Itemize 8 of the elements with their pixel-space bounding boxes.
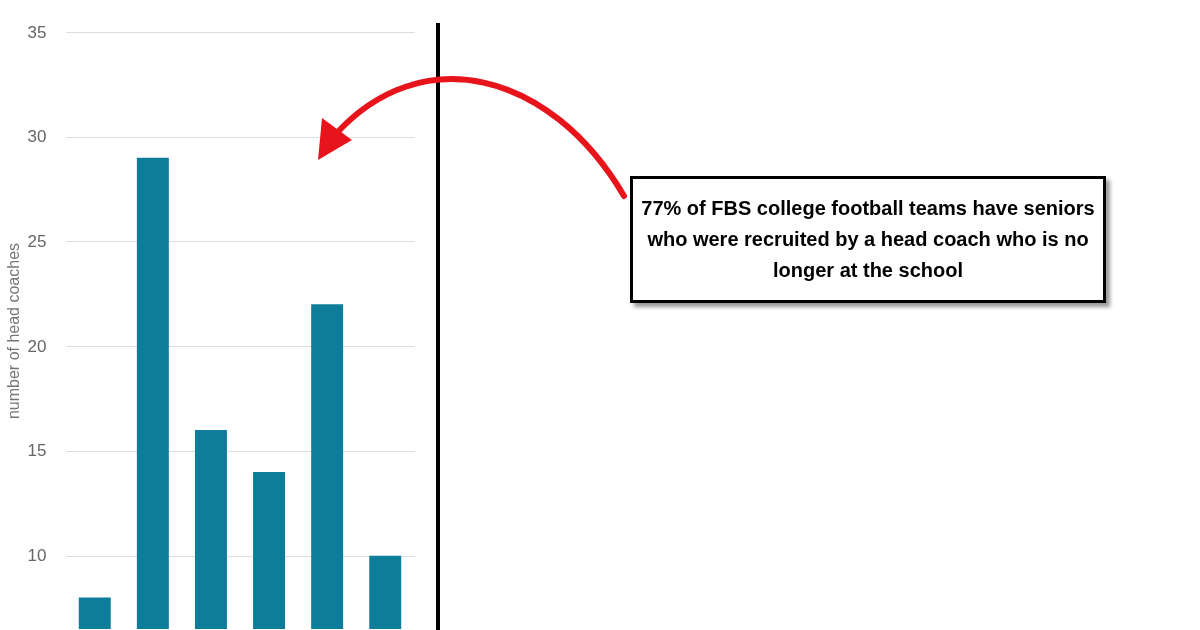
y-tick-label: 10: [27, 546, 47, 566]
y-axis-title: number of head coaches: [4, 242, 22, 420]
y-tick-label: 30: [27, 127, 47, 147]
y-tick-label: 25: [27, 231, 47, 251]
y-tick-label: 20: [27, 336, 47, 356]
y-tick-label: 35: [27, 22, 47, 42]
y-tick-label: 15: [27, 441, 47, 461]
text: 77% of FBS college football teams have seniors who were recruited by a head coach who is no longer at the school: [630, 176, 1106, 303]
